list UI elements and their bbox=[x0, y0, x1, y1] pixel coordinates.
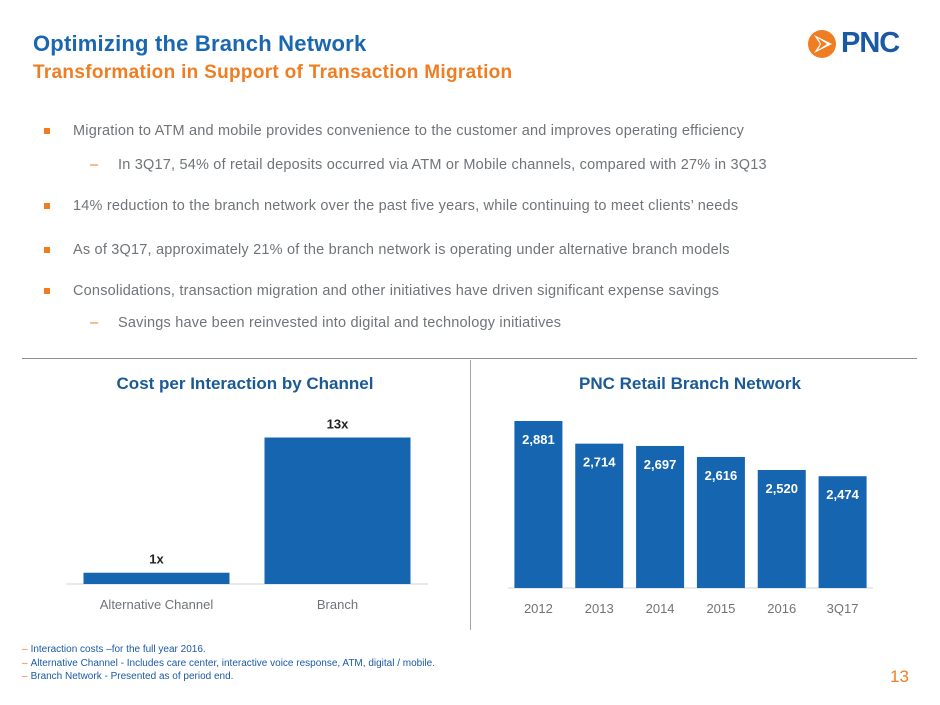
chart-title-branches: PNC Retail Branch Network bbox=[579, 374, 801, 393]
bullet-square-icon bbox=[44, 203, 50, 209]
bullet-item: As of 3Q17, approximately 21% of the bra… bbox=[44, 240, 904, 260]
tick-label: 2012 bbox=[524, 601, 553, 616]
tick-label: 2015 bbox=[706, 601, 735, 616]
bar bbox=[83, 572, 230, 584]
tick-label: Alternative Channel bbox=[100, 597, 214, 612]
sub-bullet-text: In 3Q17, 54% of retail deposits occurred… bbox=[118, 157, 767, 173]
bullet-item: 14% reduction to the branch network over… bbox=[44, 196, 904, 216]
dash-icon: – bbox=[22, 644, 28, 655]
bar bbox=[696, 456, 745, 588]
bullet-square-icon bbox=[44, 128, 50, 134]
data-label: 13x bbox=[327, 417, 349, 432]
data-label: 1x bbox=[149, 552, 164, 567]
dash-icon: – bbox=[22, 671, 28, 682]
data-label: 2,697 bbox=[644, 457, 677, 472]
page-number: 13 bbox=[890, 667, 909, 686]
footnotes: – Interaction costs –for the full year 20… bbox=[22, 643, 435, 684]
pnc-logo-icon bbox=[808, 30, 836, 58]
chart-divider bbox=[470, 360, 471, 630]
tick-label: 2016 bbox=[767, 601, 796, 616]
footnote: – Alternative Channel - Includes care cen… bbox=[22, 657, 436, 669]
data-label: 2,520 bbox=[765, 481, 798, 496]
tick-label: Branch bbox=[317, 597, 358, 612]
footnote: – Branch Network - Presented as of period… bbox=[22, 671, 234, 682]
sub-bullet-item: – Savings have been reinvested into digi… bbox=[44, 313, 904, 333]
chart-title-cost: Cost per Interaction by Channel bbox=[116, 374, 374, 393]
data-label: 2,881 bbox=[522, 432, 555, 447]
branch-network-chart: 2,881 2012 2,714 2013 2,697 2014 2,616 2015 2,52… bbox=[508, 421, 873, 616]
page-subtitle: Transformation in Support of Transaction… bbox=[33, 62, 513, 83]
data-label: 2,616 bbox=[705, 468, 738, 483]
tick-label: 3Q17 bbox=[827, 601, 859, 616]
bar bbox=[264, 437, 411, 584]
pnc-logo-text: PNC bbox=[841, 27, 900, 59]
bullet-item: Migration to ATM and mobile provides con… bbox=[44, 121, 904, 141]
bar bbox=[575, 443, 624, 588]
tick-label: 2014 bbox=[646, 601, 675, 616]
data-label: 2,474 bbox=[826, 487, 859, 502]
bar bbox=[757, 469, 806, 588]
sub-bullet-item: – In 3Q17, 54% of retail deposits occurr… bbox=[44, 155, 904, 175]
section-divider bbox=[22, 358, 917, 359]
bullet-square-icon bbox=[44, 288, 50, 294]
bar bbox=[514, 421, 563, 588]
bar bbox=[636, 445, 685, 588]
dash-icon: – bbox=[22, 657, 28, 669]
pnc-logo: PNC bbox=[806, 27, 911, 60]
bullet-text: As of 3Q17, approximately 21% of the bra… bbox=[73, 242, 730, 258]
bullet-item: Consolidations, transaction migration an… bbox=[44, 281, 904, 301]
sub-bullet-text: Savings have been reinvested into digita… bbox=[118, 315, 562, 331]
bar bbox=[818, 476, 867, 588]
bullet-text: 14% reduction to the branch network over… bbox=[73, 198, 739, 214]
page-title: Optimizing the Branch Network bbox=[33, 31, 367, 56]
cost-per-interaction-chart: 1x Alternative Channel 13x Branch bbox=[66, 417, 428, 612]
tick-label: 2013 bbox=[585, 601, 614, 616]
data-label: 2,714 bbox=[583, 455, 616, 470]
bullet-text: Migration to ATM and mobile provides con… bbox=[73, 123, 745, 139]
dash-icon: – bbox=[90, 157, 99, 173]
footnote: – Interaction costs –for the full year 20… bbox=[22, 644, 206, 655]
bullet-square-icon bbox=[44, 247, 50, 253]
dash-icon: – bbox=[90, 315, 99, 331]
bullet-list: Migration to ATM and mobile provides con… bbox=[44, 121, 904, 333]
bullet-text: Consolidations, transaction migration an… bbox=[73, 283, 720, 299]
